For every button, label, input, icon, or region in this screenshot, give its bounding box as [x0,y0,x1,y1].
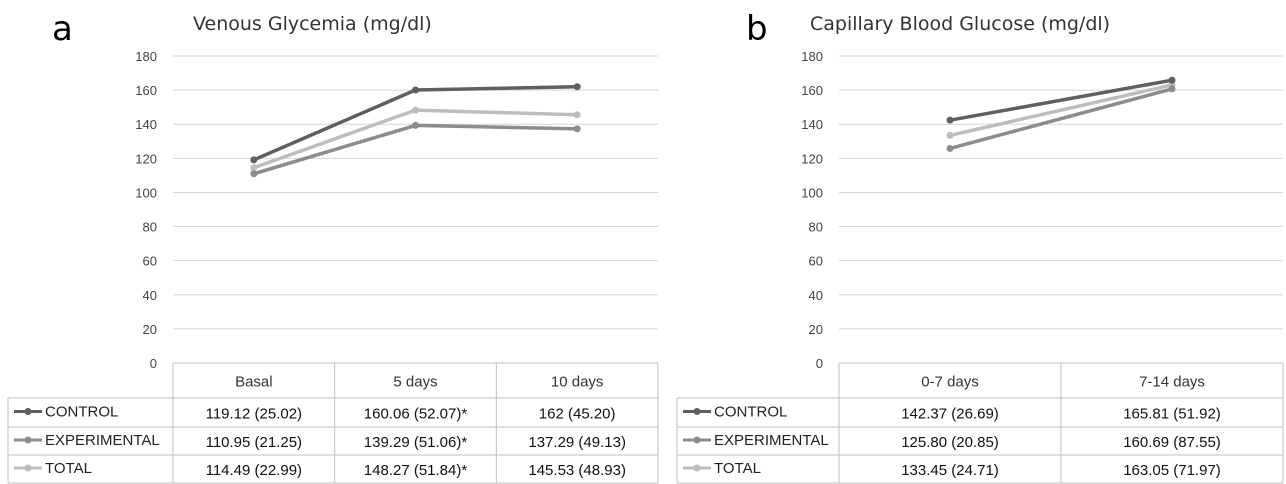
y-tick-label: 60 [809,254,823,269]
data-label: 114.49 (22.99) [206,462,302,479]
y-tick-label: 0 [816,356,823,371]
data-point [573,83,581,91]
data-label: 163.05 (71.97) [1123,462,1221,479]
data-label: 142.37 (26.69) [901,406,999,423]
series-line-total [949,83,1173,138]
y-tick-label: 120 [801,151,823,166]
y-tick-label: 20 [143,322,157,337]
data-label: 160.06 (52.07)* [364,406,468,423]
data-label: 148.27 (51.84)* [364,462,468,479]
data-label: 133.45 (24.71) [901,462,999,479]
chart-title: Venous Glycemia (mg/dl) [193,13,432,35]
panel-label: a [52,9,73,49]
legend-entry: CONTROL [714,404,787,421]
x-tick-label: Basal [235,374,273,391]
data-point [250,164,258,172]
y-tick-label: 180 [801,49,823,64]
data-point [1168,85,1176,93]
data-point [573,125,581,133]
y-tick-label: 100 [801,185,823,200]
data-table: Basal 5 days 10 days CONTROL 119.12 (25.02) 1… [7,362,659,484]
data-label: 139.29 (51.06)* [364,434,468,451]
data-table: 0-7 days 7-14 days CONTROL 142.37 (26.69) 16… [676,362,1284,484]
chart-panel-b: b Capillary Blood Glucose (mg/dl) 0 20 40 60 8… [676,9,1284,484]
series-line-control [949,78,1173,122]
data-label: 110.95 (21.25) [206,434,302,451]
data-label: 145.53 (48.93) [528,462,626,479]
y-tick-label: 0 [150,356,157,371]
legend-key-marker [24,464,32,472]
y-tick-label: 160 [135,83,157,98]
x-tick-label: 10 days [551,374,604,391]
data-point [250,170,258,178]
data-point [946,144,954,152]
y-tick-label: 180 [135,49,157,64]
data-label: 119.12 (25.02) [206,406,302,423]
legend-key-marker [693,408,701,415]
data-point [1168,76,1176,84]
series-line-experimental [949,87,1173,151]
legend-key-marker [24,408,32,415]
data-label: 165.81 (51.92) [1123,406,1221,423]
legend-key-marker [693,436,701,444]
data-label: 125.80 (20.85) [901,434,999,451]
x-tick-label: 7-14 days [1139,374,1205,391]
y-tick-label: 100 [135,185,157,200]
legend-entry: CONTROL [45,404,118,421]
y-tick-label: 140 [135,117,157,132]
chart-panel-a: a Venous Glycemia (mg/dl) 0 20 40 60 80 100 120 1… [7,9,659,484]
data-label: 160.69 (87.55) [1123,434,1221,451]
legend-entry: TOTAL [45,460,92,477]
x-tick-label: 5 days [393,374,437,391]
legend-key-marker [693,464,701,472]
data-point [573,111,581,119]
data-point [412,121,419,129]
data-label: 137.29 (49.13) [528,434,626,451]
y-tick-label: 60 [143,254,157,269]
y-tick-label: 80 [809,220,823,235]
y-tick-label: 160 [801,83,823,98]
data-point [250,156,258,164]
y-tick-label: 120 [135,151,157,166]
data-point [412,106,419,114]
data-point [946,116,954,124]
y-tick-label: 40 [143,288,157,303]
panel-label: b [746,9,768,49]
x-tick-label: 0-7 days [921,374,979,391]
y-tick-label: 140 [801,117,823,132]
y-tick-label: 80 [143,220,157,235]
data-point [412,86,419,94]
legend-key-marker [24,436,32,444]
y-tick-label: 20 [809,322,823,337]
chart-title: Capillary Blood Glucose (mg/dl) [810,13,1110,35]
legend-entry: TOTAL [714,460,761,477]
data-label: 162 (45.20) [539,406,616,423]
data-point [946,131,954,139]
legend-entry: EXPERIMENTAL [714,432,829,449]
legend-entry: EXPERIMENTAL [45,432,160,449]
y-tick-label: 40 [809,288,823,303]
